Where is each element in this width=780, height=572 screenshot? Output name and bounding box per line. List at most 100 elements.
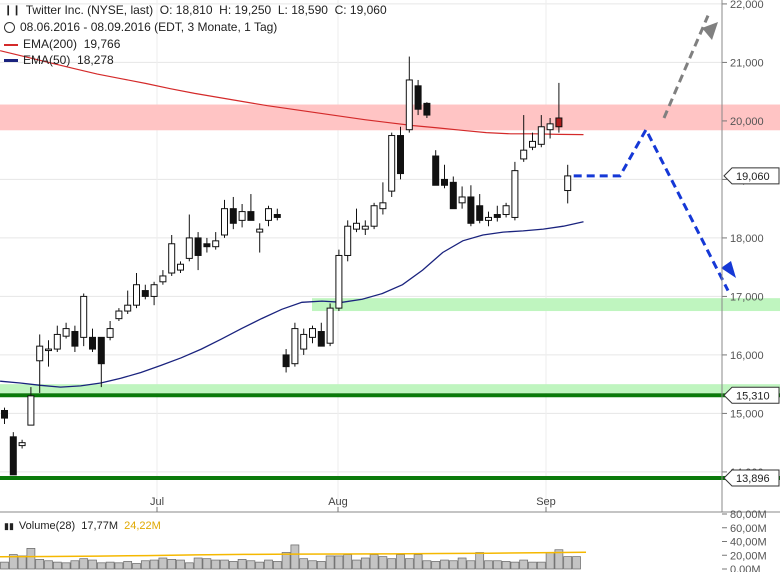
volume-bar bbox=[528, 561, 537, 570]
price-tag: 15,310 bbox=[723, 386, 780, 404]
candle-up bbox=[485, 216, 492, 221]
volume-bar bbox=[281, 552, 291, 570]
y-tick-label: 16,000 bbox=[730, 350, 764, 362]
price-tags: 19,060 15,310 13,896 bbox=[723, 167, 780, 487]
volume-bar bbox=[360, 557, 370, 570]
volume-bar bbox=[413, 554, 423, 570]
volume-bar bbox=[88, 559, 97, 570]
y-tick-label: 20,000 bbox=[730, 116, 764, 128]
volume-bar bbox=[404, 558, 414, 570]
candle-up bbox=[529, 140, 536, 148]
volume-bar bbox=[369, 554, 379, 570]
volume-bar bbox=[96, 562, 106, 570]
volume-bar bbox=[378, 556, 388, 570]
candles bbox=[1, 56, 572, 476]
bullish-arrowhead bbox=[702, 22, 718, 40]
volume-bar bbox=[325, 555, 335, 570]
candle-down bbox=[467, 196, 475, 224]
ema200-swatch bbox=[4, 43, 18, 46]
volume-bar bbox=[211, 559, 221, 570]
volume-bar bbox=[246, 560, 256, 570]
volume-bar bbox=[343, 554, 353, 570]
volume-value-2: 24,22M bbox=[124, 520, 161, 532]
y-tick-label: 22,000 bbox=[730, 0, 764, 11]
y-tick-label: 18,000 bbox=[730, 233, 764, 245]
candle-up bbox=[265, 208, 272, 221]
volume-bar bbox=[352, 559, 361, 570]
volume-tick-label: 20,00M bbox=[730, 550, 767, 562]
zones bbox=[0, 104, 780, 393]
support-lines bbox=[0, 393, 780, 480]
volume-bar bbox=[184, 562, 194, 570]
volume-bar bbox=[563, 556, 573, 570]
volume-bar bbox=[167, 559, 177, 570]
bearish-arrowhead bbox=[721, 261, 736, 278]
candle-down bbox=[141, 290, 149, 297]
candle-up bbox=[18, 442, 26, 447]
volume-bar bbox=[299, 558, 309, 570]
candle-up bbox=[326, 307, 334, 344]
ema200-value: 19,766 bbox=[83, 37, 121, 51]
candle-up bbox=[405, 79, 413, 131]
volume-bar bbox=[35, 559, 45, 570]
volume-bar bbox=[26, 548, 36, 570]
volume-bar bbox=[123, 561, 133, 570]
candle-down bbox=[97, 336, 105, 365]
volume-bar bbox=[308, 560, 317, 570]
candle-down bbox=[449, 181, 457, 210]
volume-bar bbox=[79, 558, 89, 570]
candle-up bbox=[168, 243, 176, 274]
candle-down bbox=[282, 354, 290, 368]
period-text: 08.06.2016 - 08.09.2016 (EDT, 3 Monate, … bbox=[20, 20, 278, 34]
volume-tick-label: 60,00M bbox=[730, 523, 767, 535]
support-zone bbox=[0, 384, 780, 393]
volume-bar bbox=[193, 557, 203, 570]
price-tag-label: 13,896 bbox=[736, 473, 770, 485]
candle-down bbox=[441, 178, 448, 186]
price-tag: 19,060 bbox=[723, 167, 780, 185]
volume-bar bbox=[237, 559, 247, 570]
candle-up bbox=[458, 196, 466, 204]
volume-bar bbox=[17, 555, 27, 570]
x-axis: Jul Aug Sep bbox=[0, 496, 780, 513]
support-zone bbox=[312, 298, 780, 312]
ema200-line bbox=[0, 50, 584, 136]
volume-bar bbox=[255, 561, 265, 570]
candle-up bbox=[80, 295, 88, 338]
volume-bar bbox=[228, 561, 238, 570]
candle-down bbox=[9, 436, 17, 476]
candle-down bbox=[1, 409, 8, 419]
candle-up bbox=[124, 304, 132, 312]
instrument-title: Twitter Inc. (NYSE, last) bbox=[25, 3, 154, 17]
ema50-line bbox=[0, 221, 584, 388]
ohlc-values: O: 18,810 H: 19,250 L: 18,590 C: 19,060 bbox=[159, 3, 387, 17]
volume-tick-label: 40,00M bbox=[730, 537, 767, 549]
x-tick-label: Aug bbox=[328, 496, 348, 508]
bullish-scenario-line bbox=[662, 15, 710, 119]
price-tag-label: 15,310 bbox=[736, 390, 770, 402]
candle-down bbox=[71, 331, 79, 347]
volume-bar bbox=[316, 561, 326, 570]
volume-bar bbox=[140, 560, 150, 570]
volume-bar bbox=[457, 557, 467, 570]
volume-bar bbox=[272, 561, 282, 570]
candle-up bbox=[300, 333, 308, 350]
price-tag-box bbox=[723, 167, 780, 185]
volume-bars-icon: ▮▮ bbox=[4, 520, 14, 531]
volume-bar bbox=[519, 559, 529, 570]
volume-label: Volume(28) bbox=[18, 520, 76, 532]
volume-bar bbox=[264, 559, 273, 570]
candle-up bbox=[159, 275, 167, 283]
volume-tick-label: 0,00M bbox=[730, 564, 761, 572]
candle-up bbox=[361, 225, 369, 230]
candle-up bbox=[36, 345, 44, 362]
legend-volume: ▮▮ Volume(28) 17,77M 24,22M bbox=[4, 520, 161, 532]
candle-up bbox=[344, 225, 352, 256]
ema50-value: 18,278 bbox=[77, 53, 114, 67]
volume-bar bbox=[554, 549, 564, 570]
candle-up bbox=[185, 237, 193, 259]
scenario-arrows bbox=[573, 15, 736, 292]
candle-up bbox=[115, 310, 123, 320]
volume-bar bbox=[536, 561, 546, 570]
candle-down bbox=[432, 155, 440, 186]
